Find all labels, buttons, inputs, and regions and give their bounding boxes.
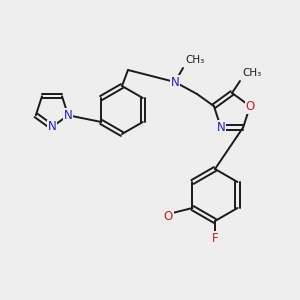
Text: N: N <box>48 121 56 134</box>
Text: N: N <box>171 76 179 88</box>
Text: CH₃: CH₃ <box>242 68 261 78</box>
Text: CH₃: CH₃ <box>185 55 204 65</box>
Text: O: O <box>245 100 255 112</box>
Text: N: N <box>64 109 73 122</box>
Text: F: F <box>212 232 218 244</box>
Text: O: O <box>164 209 173 223</box>
Text: O: O <box>164 209 173 223</box>
Text: N: N <box>217 121 225 134</box>
